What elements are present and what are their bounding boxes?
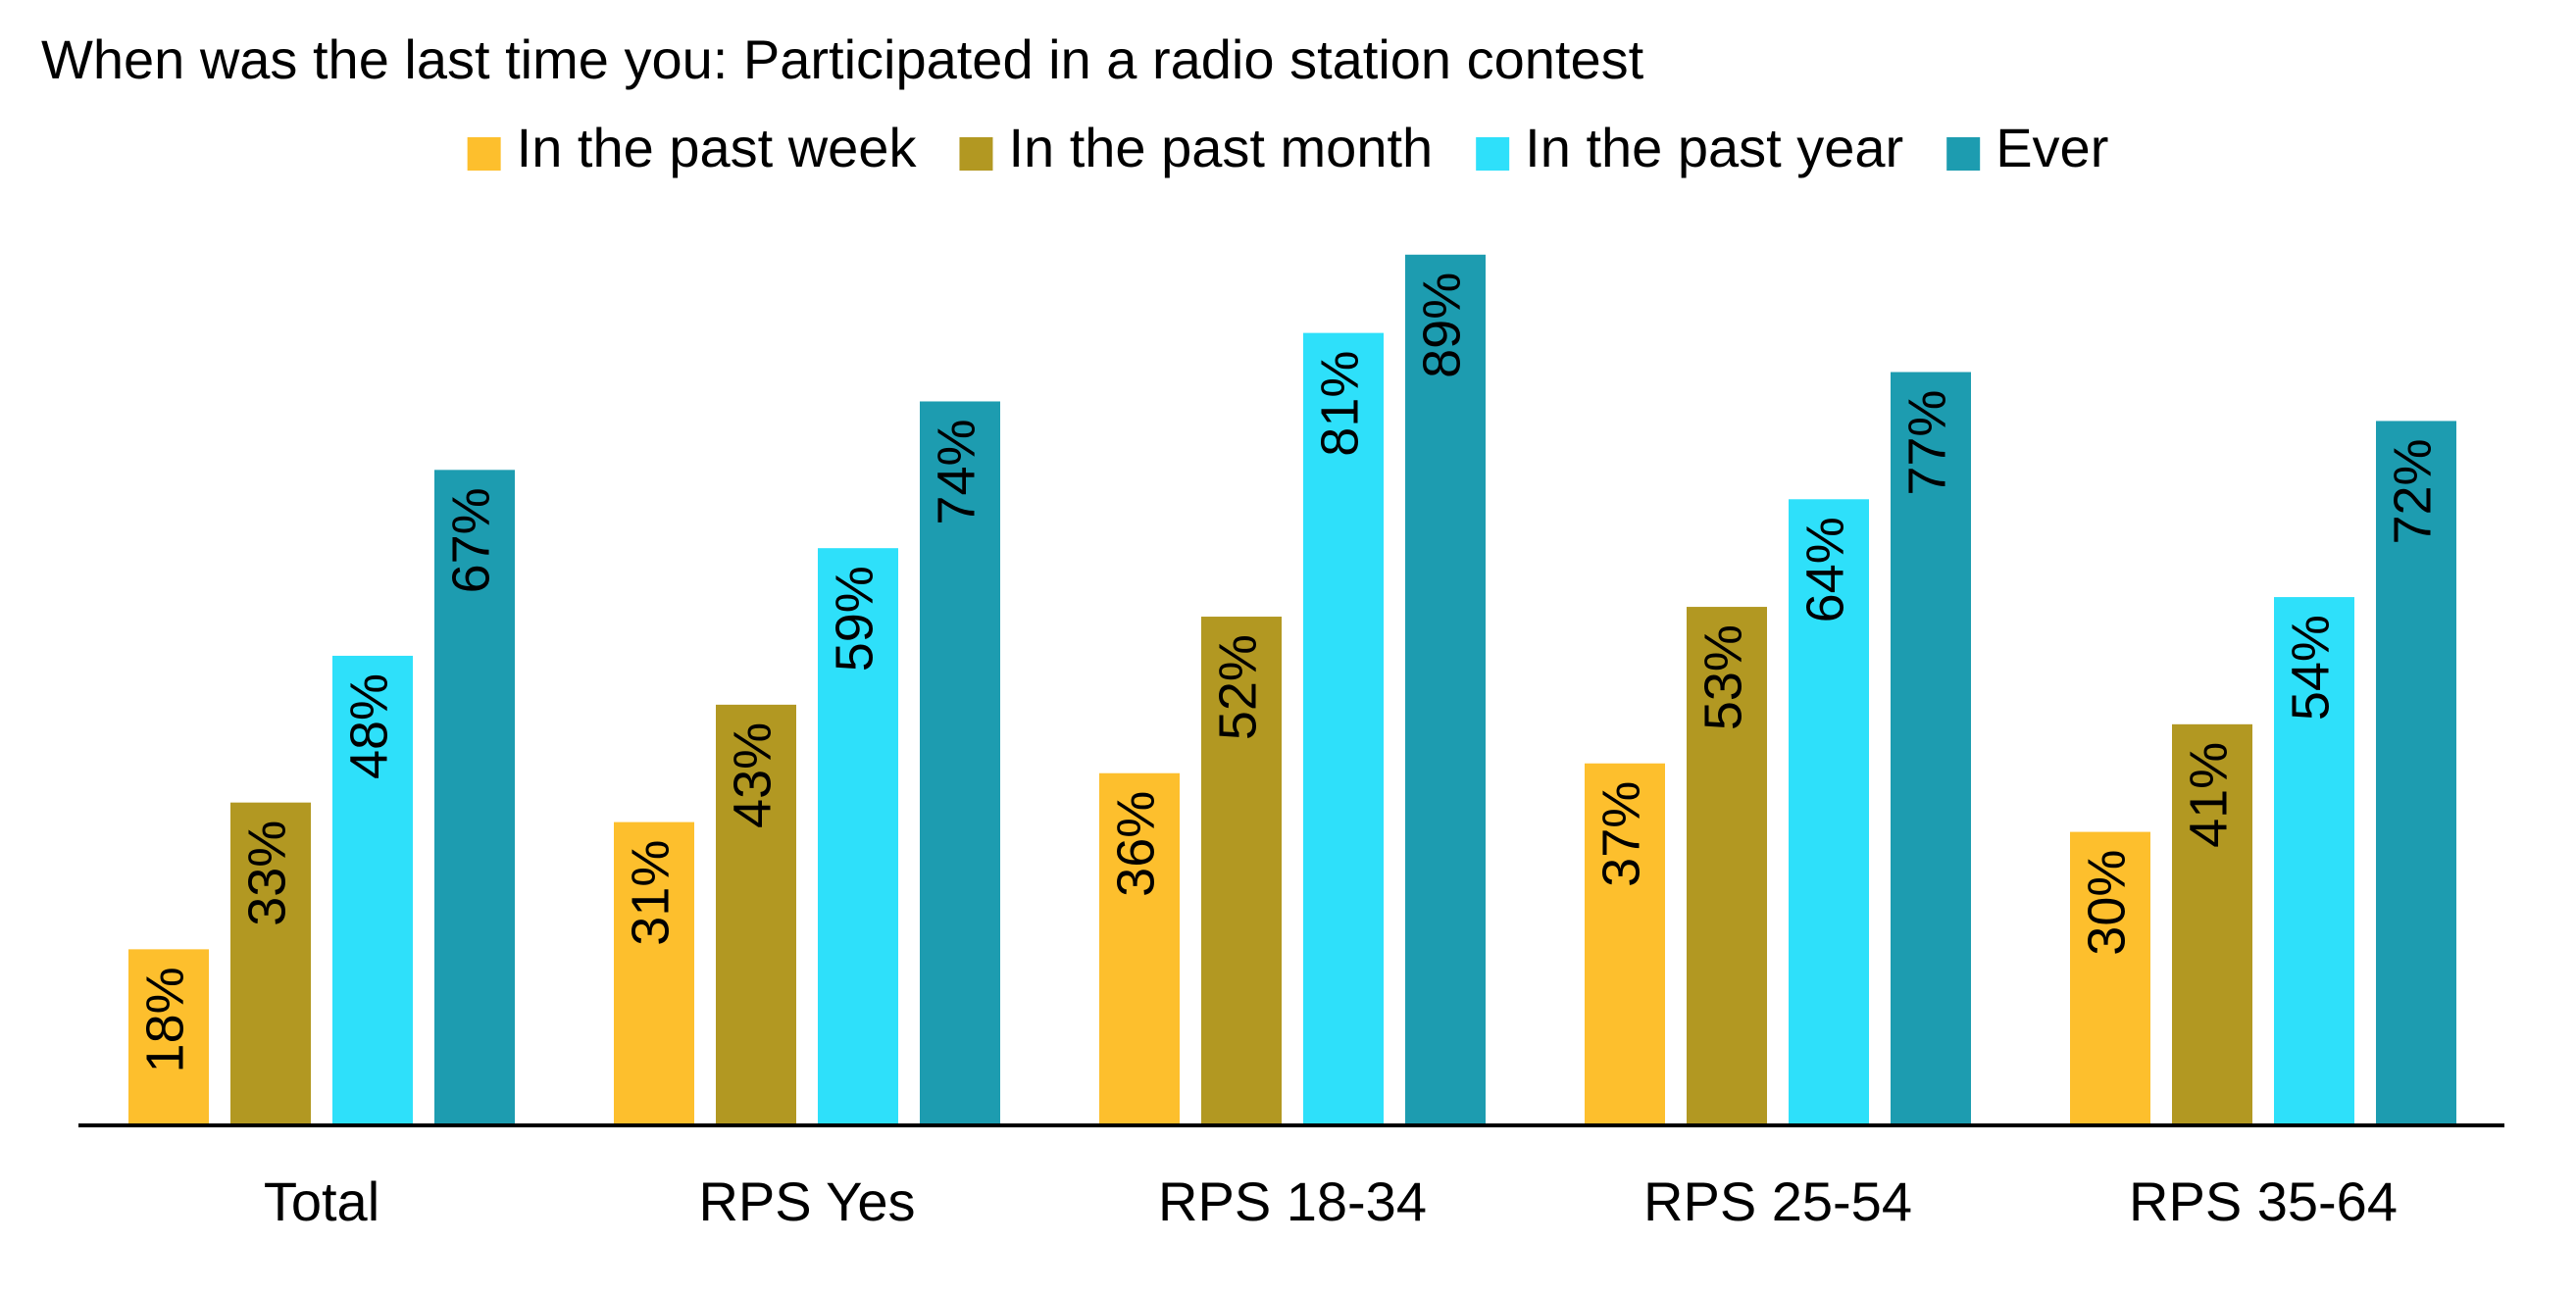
bar-value-label: 59%: [825, 566, 884, 672]
legend-swatch: [1476, 137, 1510, 171]
legend-swatch: [467, 137, 501, 171]
bar-value-label: 37%: [1591, 781, 1650, 887]
bar-rps-25-54-in-the-past-year: [1789, 499, 1869, 1125]
bar-labels: 18% 33% 48% 67% 31% 43% 59% 74% 36% 52% 81% 89% 37% 5…: [135, 273, 2442, 1073]
bar-value-label: 43%: [723, 722, 782, 828]
bar-value-label: 89%: [1412, 273, 1471, 378]
bar-value-label: 48%: [339, 673, 398, 779]
bar-rps-35-64-ever: [2376, 421, 2456, 1125]
bar-rps-yes-ever: [920, 401, 1000, 1126]
category-label-rps-yes: RPS Yes: [698, 1170, 915, 1232]
bar-rps-25-54-ever: [1891, 372, 1971, 1125]
bar-value-label: 18%: [135, 967, 194, 1072]
bar-rps-18-34-in-the-past-week: [1099, 772, 1180, 1125]
bar-value-label: 54%: [2281, 615, 2340, 721]
bar-value-label: 64%: [1795, 517, 1854, 622]
bar-value-label: 41%: [2179, 742, 2238, 848]
bar-rps-35-64-in-the-past-week: [2070, 831, 2150, 1125]
bar-value-label: 30%: [2077, 850, 2136, 956]
bar-total-in-the-past-month: [230, 802, 311, 1125]
bar-rps-18-34-in-the-past-month: [1201, 617, 1282, 1125]
legend-item-0: In the past week: [467, 117, 918, 178]
bar-rps-18-34-in-the-past-year: [1303, 332, 1384, 1125]
bar-value-label: 53%: [1693, 624, 1752, 730]
legend-swatch: [1946, 137, 1981, 171]
bar-total-ever: [434, 470, 515, 1126]
legend-label: In the past year: [1525, 117, 1903, 178]
bar-value-label: 33%: [237, 821, 296, 926]
legend-item-2: In the past year: [1476, 117, 1903, 178]
legend-swatch: [959, 137, 993, 171]
legend: In the past week In the past month In the …: [467, 117, 2108, 178]
bars: [128, 254, 2456, 1126]
category-label-rps-18-34: RPS 18-34: [1158, 1170, 1427, 1232]
category-labels: Total RPS Yes RPS 18-34 RPS 25-54 RPS 35-64: [264, 1170, 2398, 1232]
bar-value-label: 52%: [1208, 634, 1267, 740]
bar-rps-18-34-ever: [1405, 254, 1486, 1125]
bar-value-label: 31%: [621, 840, 680, 946]
category-label-rps-25-54: RPS 25-54: [1643, 1170, 1912, 1232]
bar-rps-35-64-in-the-past-year: [2274, 597, 2354, 1125]
bar-rps-25-54-in-the-past-month: [1687, 607, 1767, 1125]
bar-value-label: 67%: [441, 487, 500, 593]
chart-title: When was the last time you: Participated…: [41, 28, 1644, 90]
bar-value-label: 77%: [1897, 390, 1956, 496]
bar-value-label: 36%: [1106, 791, 1165, 897]
bar-rps-yes-in-the-past-year: [818, 548, 898, 1125]
bar-total-in-the-past-year: [332, 655, 413, 1125]
legend-item-3: Ever: [1946, 117, 2108, 178]
bar-rps-35-64-in-the-past-month: [2172, 723, 2252, 1125]
category-label-total: Total: [264, 1170, 379, 1232]
bar-rps-yes-in-the-past-week: [614, 821, 694, 1125]
bar-rps-25-54-in-the-past-week: [1585, 763, 1665, 1125]
legend-item-1: In the past month: [959, 117, 1433, 178]
bar-value-label: 81%: [1310, 351, 1369, 457]
bar-value-label: 74%: [927, 419, 985, 524]
bar-value-label: 72%: [2383, 438, 2442, 544]
category-label-rps-35-64: RPS 35-64: [2129, 1170, 2398, 1232]
legend-label: In the past month: [1008, 117, 1433, 178]
legend-label: Ever: [1995, 117, 2108, 178]
bar-total-in-the-past-week: [128, 949, 209, 1125]
legend-label: In the past week: [517, 117, 918, 178]
bar-rps-yes-in-the-past-month: [716, 704, 796, 1125]
